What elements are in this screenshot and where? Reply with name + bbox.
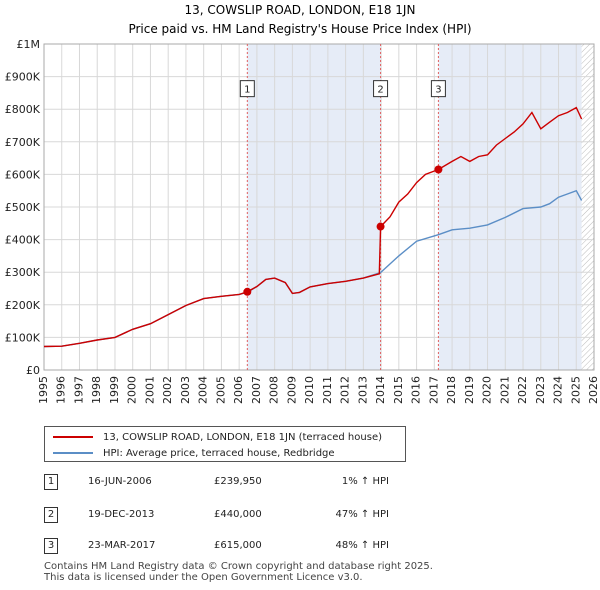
x-tick-label: 2012 [339,376,352,404]
sale-number-badge: 2 [44,507,58,523]
x-tick-label: 2011 [321,376,334,404]
x-tick-label: 2004 [197,376,210,404]
sale-marker-box-1 [239,80,255,98]
x-tick-label: 2007 [250,376,263,404]
sale-number-badge: 3 [44,538,58,554]
price-chart: 13, COWSLIP ROAD, LONDON, E18 1JN Price … [5,3,600,404]
x-tick-label: 1997 [72,376,85,404]
footer-line-1: Contains HM Land Registry data © Crown c… [44,561,433,572]
sale-price: £239,950 [214,476,262,487]
sale-date: 23-MAR-2017 [88,540,156,551]
sale-hpi-change: 1% ↑ HPI [341,476,389,487]
x-tick-label: 2022 [516,376,529,404]
table-row: 2 19-DEC-2013 £440,000 47% ↑ HPI [44,505,389,525]
legend-item-hpi: HPI: Average price, terraced house, Redb… [53,445,335,461]
x-tick-label: 2015 [392,376,405,404]
sale-marker-box-3 [430,80,446,98]
x-tick-label: 2026 [587,376,600,404]
sale-hpi-change: 48% ↑ HPI [335,540,389,551]
y-tick-label: £0 [26,364,40,377]
plot-border [43,43,595,371]
x-tick-label: 2006 [232,376,245,404]
sale-date: 16-JUN-2006 [88,476,152,487]
y-tick-label: £500K [5,201,41,214]
legend-item-property: 13, COWSLIP ROAD, LONDON, E18 1JN (terra… [53,429,382,445]
x-tick-label: 2000 [126,376,139,404]
x-tick-label: 2010 [303,376,316,404]
sale-point-3 [434,165,443,174]
x-tick-label: 2003 [179,376,192,404]
x-tick-label: 2009 [285,376,298,404]
y-tick-label: £400K [5,234,41,247]
chart-title-line1: 13, COWSLIP ROAD, LONDON, E18 1JN [185,3,416,17]
x-tick-label: 1996 [55,376,68,404]
sale-marker-label-3: 3 [435,85,441,96]
sale-number-badge: 1 [44,474,58,490]
footer-attribution: Contains HM Land Registry data © Crown c… [44,561,433,583]
x-tick-label: 2002 [161,376,174,404]
sale-price: £615,000 [214,540,262,551]
table-row: 3 23-MAR-2017 £615,000 48% ↑ HPI [44,536,389,556]
legend: 13, COWSLIP ROAD, LONDON, E18 1JN (terra… [44,426,406,462]
y-tick-label: £600K [5,168,41,181]
x-tick-label: 2021 [498,376,511,404]
property-series-line [43,106,583,348]
x-tick-label: 2005 [214,376,227,404]
sale-marker-box-2 [373,80,389,98]
x-tick-label: 2024 [552,376,565,404]
sale-point-2 [376,222,385,231]
x-tick-label: 2001 [143,376,156,404]
x-tick-label: 2025 [569,376,582,404]
legend-label-property: 13, COWSLIP ROAD, LONDON, E18 1JN (terra… [103,431,382,443]
table-row: 1 16-JUN-2006 £239,950 1% ↑ HPI [44,472,389,492]
legend-label-hpi: HPI: Average price, terraced house, Redb… [103,447,335,459]
chart-title-line2: Price paid vs. HM Land Registry's House … [128,22,471,36]
y-tick-label: £800K [5,103,41,116]
x-tick-label: 2017 [427,376,440,404]
x-tick-label: 2020 [481,376,494,404]
y-tick-label: £900K [5,71,41,84]
x-tick-label: 2019 [463,376,476,404]
y-tick-label: £200K [5,299,41,312]
y-tick-label: £1M [17,38,41,51]
legend-line-blue [53,452,93,454]
sale-marker-label-1: 1 [244,85,250,96]
sale-price: £440,000 [214,509,262,520]
x-tick-label: 1998 [90,376,103,404]
x-tick-label: 2008 [268,376,281,404]
sale-point-1 [243,287,252,296]
x-tick-label: 1995 [37,376,50,404]
x-tick-label: 1999 [108,376,121,404]
y-tick-label: £700K [5,136,41,149]
x-tick-label: 2014 [374,376,387,404]
legend-line-red [53,436,93,438]
x-tick-label: 2013 [356,376,369,404]
sale-date: 19-DEC-2013 [88,509,155,520]
x-tick-label: 2018 [445,376,458,404]
footer-line-2: This data is licensed under the Open Gov… [44,572,363,583]
y-tick-label: £100K [5,331,41,344]
sale-hpi-change: 47% ↑ HPI [335,509,389,520]
sale-marker-label-2: 2 [377,85,383,96]
x-tick-label: 2016 [410,376,423,404]
y-tick-label: £300K [5,266,41,279]
x-tick-label: 2023 [534,376,547,404]
